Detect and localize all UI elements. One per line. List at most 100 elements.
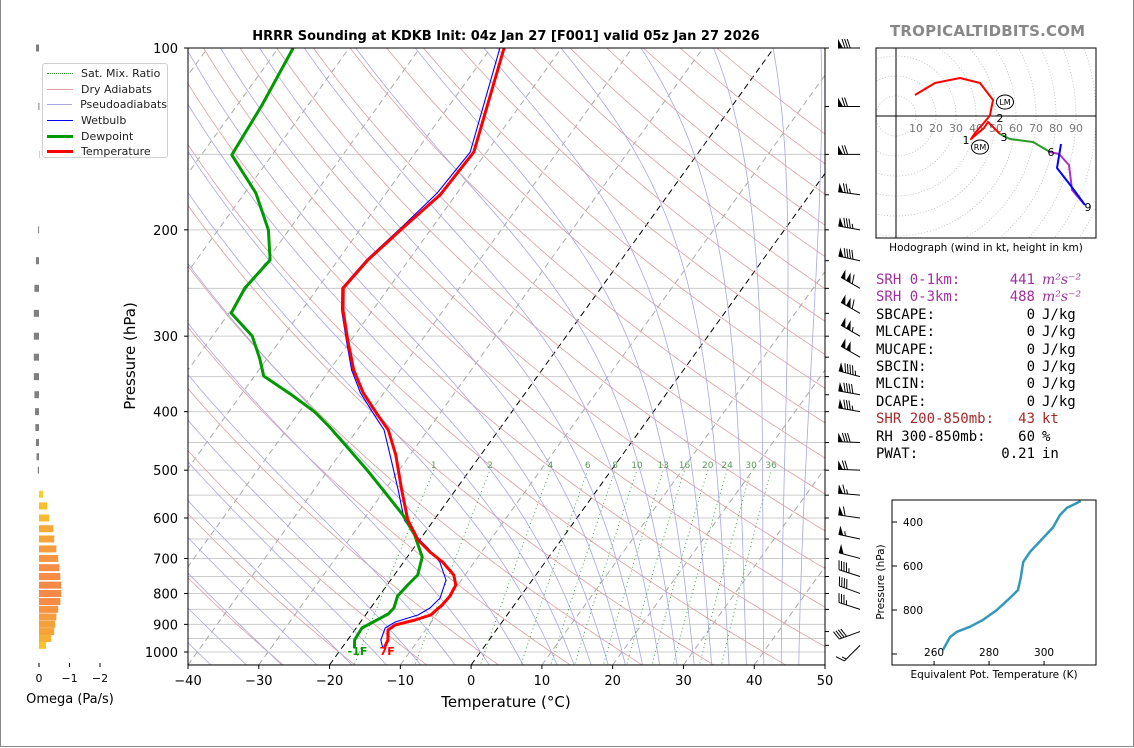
theta-e-xtick-label: 300: [1034, 647, 1054, 659]
index-value: 0: [1026, 358, 1035, 375]
legend-item-temperature: Temperature: [47, 144, 167, 160]
omega-bar: [39, 589, 62, 597]
wind-barb: [825, 544, 861, 559]
hodograph-ring-label: 20: [929, 122, 943, 135]
index-row: MLCIN: 0 J/kg: [876, 376, 1096, 393]
barb-full: [848, 249, 851, 259]
wind-barb: [825, 182, 861, 196]
x-tick-label: 40: [746, 674, 763, 689]
legend-swatch: [47, 88, 73, 90]
barb-staff: [838, 569, 861, 578]
mixing-ratio-line: [414, 470, 491, 665]
omega-tick-label: −2: [92, 672, 108, 685]
dry-adiabat: [188, 326, 572, 665]
wind-barb: [825, 382, 861, 396]
legend-label: Dewpoint: [81, 129, 134, 143]
barb-staff: [839, 585, 861, 594]
index-unit: J/kg: [1042, 358, 1076, 375]
omega-bar: [33, 353, 39, 361]
barb-flag: [846, 320, 851, 331]
barb-full: [843, 382, 846, 393]
barb-full: [842, 506, 846, 517]
omega-bar: [37, 466, 39, 474]
barb-flag: [838, 217, 844, 227]
omega-bar: [35, 424, 39, 432]
index-value: 0: [1026, 376, 1035, 393]
dry-adiabat: [188, 204, 715, 665]
theta-e-plot: [941, 500, 1082, 651]
omega-bar: [39, 581, 62, 589]
barb-full: [847, 432, 851, 443]
dry-adiabat: [386, 48, 825, 424]
omega-bar: [35, 439, 39, 447]
omega-bar: [39, 554, 59, 562]
barb-full: [849, 364, 852, 375]
index-row: SBCIN: 0 J/kg: [876, 359, 1096, 376]
wind-barb: [825, 628, 861, 640]
y-tick-label: 100: [153, 42, 178, 57]
barb-half: [851, 223, 854, 229]
omega-bar: [35, 257, 39, 265]
y-tick-label: 700: [153, 552, 178, 567]
storm-motion-label: RM: [974, 143, 987, 152]
index-unit: J/kg: [1042, 306, 1076, 323]
x-tick-label: −40: [174, 674, 201, 689]
barb-full: [843, 248, 846, 258]
mixing-ratio-line: [574, 470, 638, 665]
y-tick-label: 200: [153, 224, 178, 239]
index-unit: m²s⁻²: [1042, 272, 1082, 288]
wind-barb: [825, 269, 861, 289]
omega-axis-label: Omega (Pa/s): [26, 692, 114, 707]
barb-full: [851, 365, 854, 375]
mixing-ratio-label: 36: [765, 461, 777, 471]
barb-flag: [840, 269, 846, 280]
index-label: SBCIN:: [876, 358, 927, 375]
mixing-ratio-line: [721, 470, 772, 665]
barb-full: [851, 274, 855, 284]
wind-barb: [825, 294, 861, 314]
barb-flag: [838, 398, 844, 409]
omega-tick-label: −1: [61, 672, 77, 685]
mixing-ratio-line: [699, 470, 752, 665]
legend-swatch: [47, 150, 73, 154]
pseudoadiabat: [188, 374, 456, 665]
barb-flag: [846, 272, 851, 283]
barb-full: [842, 484, 846, 494]
legend-label: Temperature: [81, 145, 151, 159]
theta-e-panel: 260 280 300 400 600 800: [891, 499, 1097, 666]
wind-barb: [825, 484, 861, 496]
index-label: MLCAPE:: [876, 324, 936, 341]
legend-swatch: [47, 73, 73, 75]
chart-title: HRRR Sounding at KDKB Init: 04z Jan 27 […: [252, 29, 759, 44]
pseudoadiabat: [188, 461, 388, 665]
hodograph-height-label: 1: [963, 134, 970, 147]
index-value: 0: [1026, 393, 1035, 410]
barb-full: [835, 630, 843, 639]
y-tick-label: 1000: [145, 646, 178, 661]
skewt-axes: −40 −30 −20 −10 0 10 20 30 40 50 100 200 300 400 500 60…: [145, 42, 833, 689]
wind-barb: [825, 317, 861, 337]
barb-staff: [840, 301, 861, 314]
omega-bar: [39, 514, 50, 522]
mixing-ratio-label: 24: [721, 461, 733, 471]
dry-adiabat: [188, 388, 500, 665]
omega-bar: [33, 309, 39, 317]
y-tick-label: 500: [153, 464, 178, 479]
index-row: PWAT: 0.21 in: [876, 446, 1096, 463]
wind-barb: [825, 338, 861, 358]
omega-bar: [35, 408, 39, 416]
y-tick-label: 800: [153, 587, 178, 602]
pseudoadiabat: [188, 322, 490, 665]
legend-swatch: [47, 134, 73, 138]
hodograph-ring-label: 60: [1009, 122, 1023, 135]
barb-half: [841, 656, 847, 660]
barb-full: [848, 218, 851, 229]
omega-bar: [39, 490, 43, 498]
hodograph-height-label: 9: [1085, 201, 1092, 214]
omega-bar: [39, 613, 57, 621]
isotherm: [258, 48, 704, 665]
omega-bar: [34, 391, 39, 399]
barb-full: [835, 656, 845, 662]
